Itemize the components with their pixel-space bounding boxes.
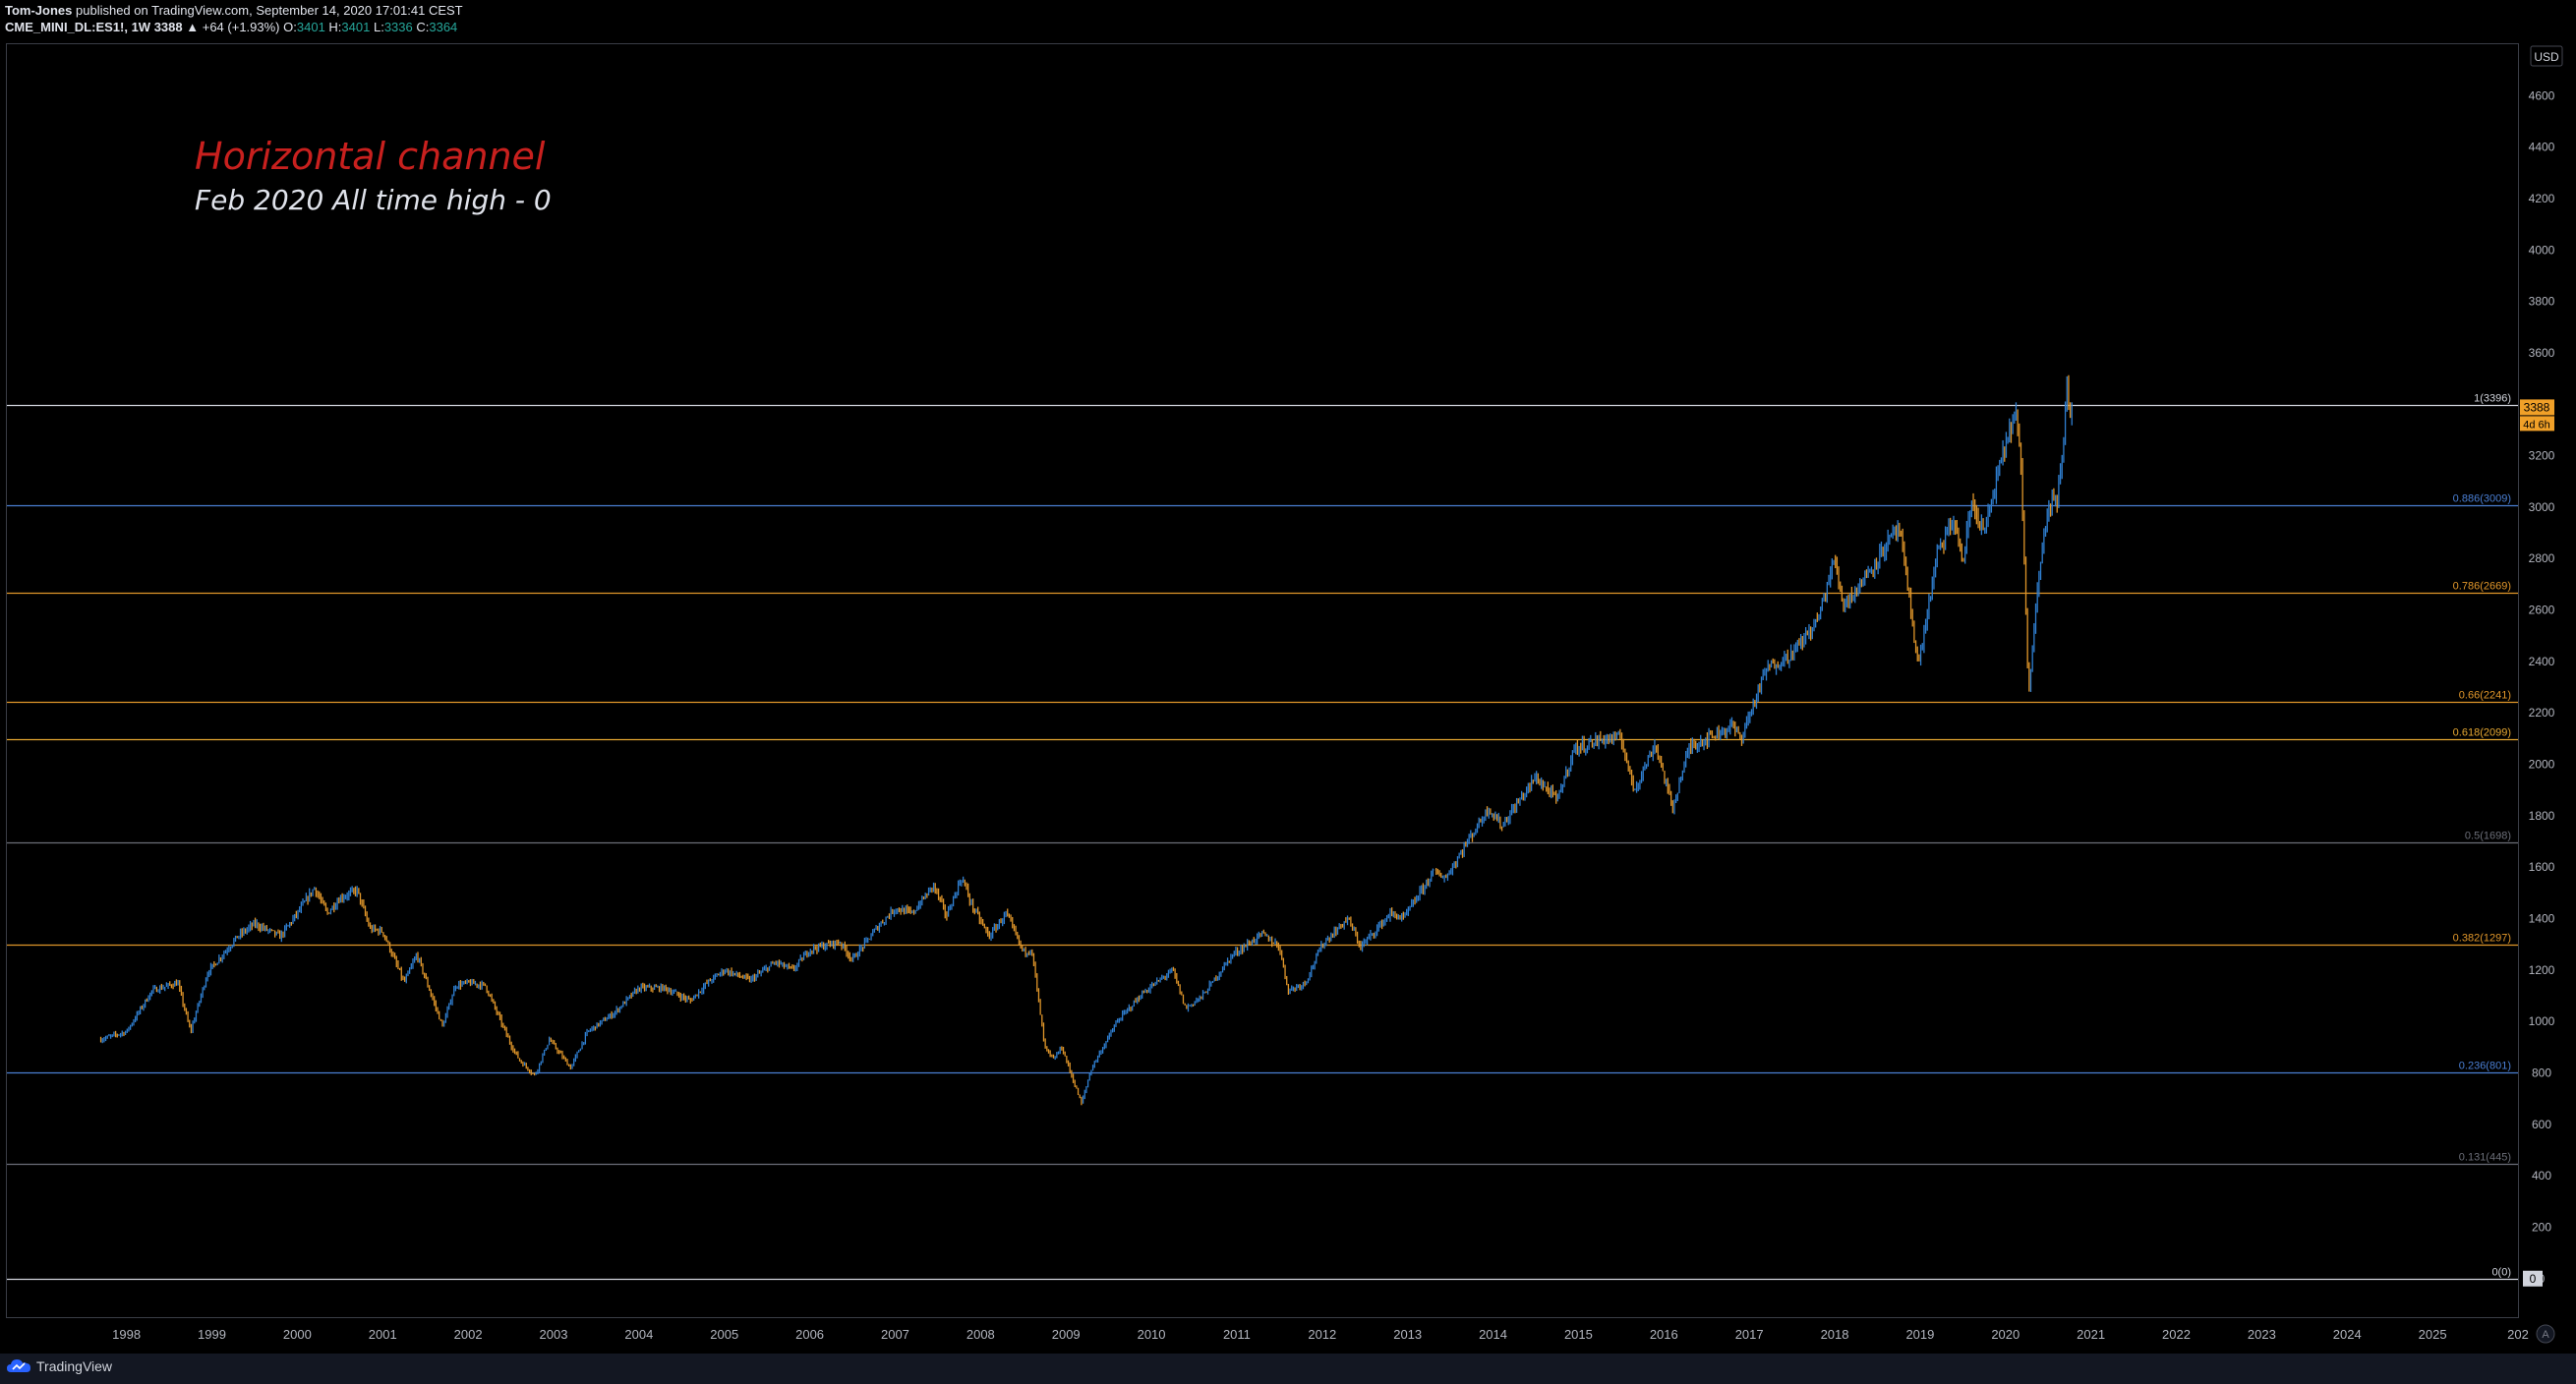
y-tick-label: 3600 — [2529, 346, 2555, 360]
publish-line: Tom-Jones published on TradingView.com, … — [5, 3, 463, 18]
x-tick-label: 2001 — [369, 1327, 397, 1342]
candles — [99, 375, 2073, 1106]
fib-level-label: 0.886(3009) — [2453, 493, 2511, 505]
x-tick-label: 2016 — [1650, 1327, 1678, 1342]
x-tick-label: 2015 — [1564, 1327, 1593, 1342]
x-tick-label: 2010 — [1138, 1327, 1166, 1342]
y-tick-label: 4600 — [2529, 88, 2555, 102]
x-tick-label: 2002 — [454, 1327, 483, 1342]
footer-bar — [0, 1354, 2576, 1384]
symbol-line: CME_MINI_DL:ES1!, 1W 3388 ▲ +64 (+1.93%)… — [5, 20, 457, 34]
close-value: 3364 — [429, 20, 458, 34]
x-tick-label: 2017 — [1735, 1327, 1764, 1342]
y-tick-label: 600 — [2532, 1118, 2551, 1131]
fib-retracement[interactable]: 1(3396) 0.886(3009) 0.786(2669) 0.66(2241) 0… — [7, 393, 2518, 1281]
low-label: L: — [373, 20, 384, 34]
fib-level-label: 1(3396) — [2474, 393, 2511, 405]
fib-level-label: 0.382(1297) — [2453, 933, 2511, 945]
low-value: 3336 — [383, 20, 413, 34]
x-tick-label: 2023 — [2248, 1327, 2276, 1342]
y-tick-label: 3000 — [2529, 500, 2555, 514]
price-axis[interactable]: 0 200 400 600 800 1000 1200 1400 1600 1800 2000 220… — [2520, 88, 2555, 1287]
x-tick-label: 2014 — [1479, 1327, 1507, 1342]
tradingview-brand[interactable]: TradingView — [6, 1358, 112, 1374]
zero-level-tag-label: 0 — [2530, 1272, 2537, 1286]
y-tick-label: 200 — [2532, 1220, 2551, 1234]
x-tick-label: 2020 — [1991, 1327, 2020, 1342]
chart-title: Horizontal channel — [195, 135, 546, 178]
cloud-logo-icon — [7, 1359, 30, 1372]
x-tick-label: 2011 — [1223, 1327, 1251, 1342]
high-label: H: — [328, 20, 342, 34]
author-name[interactable]: Tom-Jones — [5, 3, 73, 18]
x-tick-label: 1999 — [198, 1327, 226, 1342]
y-tick-label: 1000 — [2529, 1014, 2555, 1028]
y-tick-label: 4000 — [2529, 243, 2555, 257]
y-tick-label: 2200 — [2529, 706, 2555, 720]
x-tick-label: 2009 — [1052, 1327, 1081, 1342]
y-tick-label: 2600 — [2529, 604, 2555, 617]
publish-text: published on TradingView.com, September … — [72, 3, 463, 18]
fib-level-label: 0.131(445) — [2459, 1152, 2511, 1164]
last-price-tag-label: 3388 — [2524, 400, 2550, 414]
x-tick-label: 2021 — [2077, 1327, 2105, 1342]
x-tick-label: 2004 — [624, 1327, 653, 1342]
x-tick-label: 2008 — [966, 1327, 995, 1342]
y-tick-label: 2000 — [2529, 758, 2555, 772]
open-label: O: — [283, 20, 297, 34]
y-tick-label: 4400 — [2529, 141, 2555, 154]
x-tick-label: 2012 — [1308, 1327, 1336, 1342]
open-value: 3401 — [296, 20, 325, 34]
last-price-tag — [2520, 399, 2554, 416]
y-tick-label: 1600 — [2529, 860, 2555, 874]
auto-scale-label: A — [2542, 1329, 2549, 1341]
x-tick-label: 2013 — [1393, 1327, 1422, 1342]
x-tick-label: 2000 — [283, 1327, 312, 1342]
x-tick-label: 2007 — [881, 1327, 909, 1342]
last-price: 3388 — [153, 20, 183, 34]
fib-level-label: 0.66(2241) — [2459, 690, 2511, 702]
y-tick-label: 1800 — [2529, 809, 2555, 823]
x-tick-label: 2006 — [795, 1327, 824, 1342]
close-label: C: — [416, 20, 430, 34]
fib-level-label: 0.618(2099) — [2453, 727, 2511, 739]
x-tick-label: 2005 — [710, 1327, 738, 1342]
fib-level-label: 0.786(2669) — [2453, 581, 2511, 593]
x-tick-label: 2024 — [2333, 1327, 2362, 1342]
zero-level-tag — [2523, 1270, 2543, 1287]
y-tick-label: 400 — [2532, 1169, 2551, 1182]
time-axis[interactable]: 1998 1999 2000 2001 2002 2003 2004 2005 2006 2007… — [112, 1327, 2529, 1342]
y-tick-label: 4200 — [2529, 192, 2555, 205]
symbol-name[interactable]: CME_MINI_DL:ES1!, 1W — [5, 20, 151, 34]
currency-label: USD — [2534, 50, 2559, 64]
brand-label: TradingView — [36, 1358, 113, 1374]
countdown-tag-label: 4d 6h — [2523, 419, 2550, 431]
y-tick-label: 1400 — [2529, 911, 2555, 925]
chart-subtitle: Feb 2020 All time high - 0 — [195, 184, 552, 216]
auto-scale-icon[interactable] — [2536, 1324, 2555, 1344]
x-tick-label: 2003 — [540, 1327, 568, 1342]
currency-box — [2530, 45, 2563, 67]
countdown-tag — [2520, 416, 2554, 432]
x-tick-label: 2022 — [2162, 1327, 2191, 1342]
x-tick-label: 2018 — [1821, 1327, 1849, 1342]
y-tick-label: 2400 — [2529, 655, 2555, 668]
plot-area — [6, 43, 2519, 1318]
x-tick-label: 2019 — [1905, 1327, 1934, 1342]
y-tick-label: 3200 — [2529, 449, 2555, 463]
fib-level-label: 0.5(1698) — [2465, 831, 2511, 842]
fib-level-label: 0.236(801) — [2459, 1061, 2511, 1072]
price-change: ▲ +64 (+1.93%) — [186, 20, 280, 34]
fib-level-label: 0(0) — [2491, 1267, 2511, 1279]
x-tick-label: 1998 — [112, 1327, 141, 1342]
x-tick-label: 202 — [2507, 1327, 2529, 1342]
x-tick-label: 2025 — [2419, 1327, 2447, 1342]
y-tick-label: 3800 — [2529, 295, 2555, 309]
high-value: 3401 — [341, 20, 371, 34]
y-tick-label: 800 — [2532, 1066, 2551, 1079]
y-tick-label: 2800 — [2529, 551, 2555, 565]
y-tick-label: 1200 — [2529, 963, 2555, 977]
